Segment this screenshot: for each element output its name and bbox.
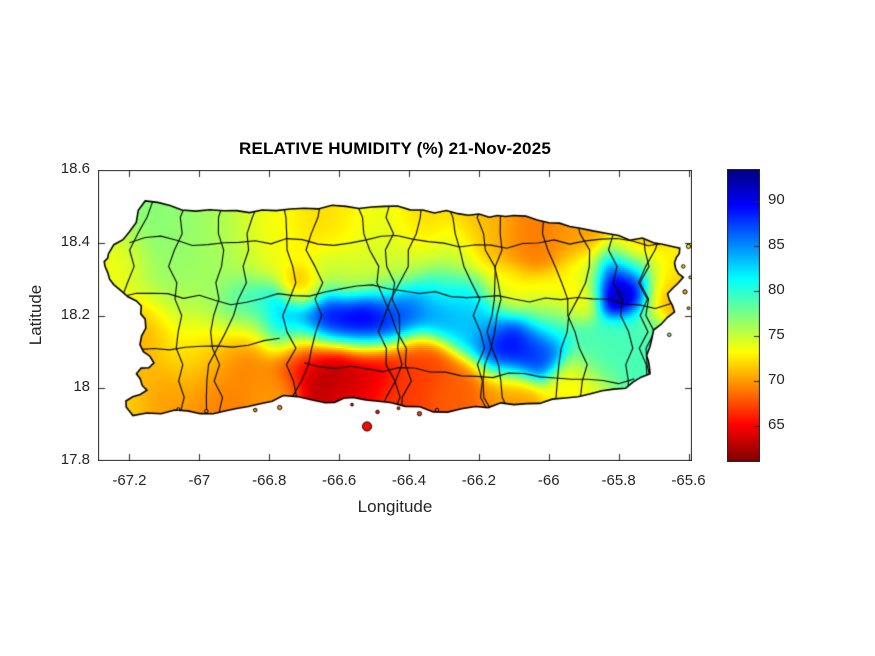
x-tick-label: -65.8 bbox=[601, 472, 636, 489]
x-tick-label: -67.2 bbox=[112, 472, 147, 489]
x-tick-label: -66 bbox=[537, 472, 560, 489]
chart-title: RELATIVE HUMIDITY (%) 21-Nov-2025 bbox=[238, 139, 552, 158]
x-tick-label: -66.6 bbox=[321, 472, 357, 489]
colorbar-tick-label: 70 bbox=[768, 370, 785, 388]
colorbar-tick-label: 90 bbox=[768, 190, 785, 208]
x-tick-label: -66.4 bbox=[391, 472, 427, 489]
y-tick-label: 18 bbox=[73, 378, 90, 396]
x-tick-label: -66.2 bbox=[461, 472, 496, 489]
colorbar-tick-label: 85 bbox=[768, 235, 785, 253]
x-axis-label: Longitude bbox=[357, 497, 433, 516]
colorbar-tick-label: 75 bbox=[768, 325, 785, 343]
colorbar bbox=[727, 169, 760, 462]
colorbar-tick-label: 80 bbox=[768, 280, 785, 298]
y-tick-label: 17.8 bbox=[60, 451, 90, 468]
y-tick-label: 18.6 bbox=[60, 160, 90, 177]
x-tick-label: -67 bbox=[188, 472, 211, 489]
x-tick-label: -65.6 bbox=[671, 472, 706, 489]
y-tick-label: 18.2 bbox=[60, 305, 90, 323]
heatmap-canvas bbox=[98, 170, 692, 461]
y-tick-label: 18.4 bbox=[60, 232, 90, 250]
colorbar-tick-label: 65 bbox=[768, 415, 785, 433]
x-tick-label: -66.8 bbox=[252, 472, 287, 489]
